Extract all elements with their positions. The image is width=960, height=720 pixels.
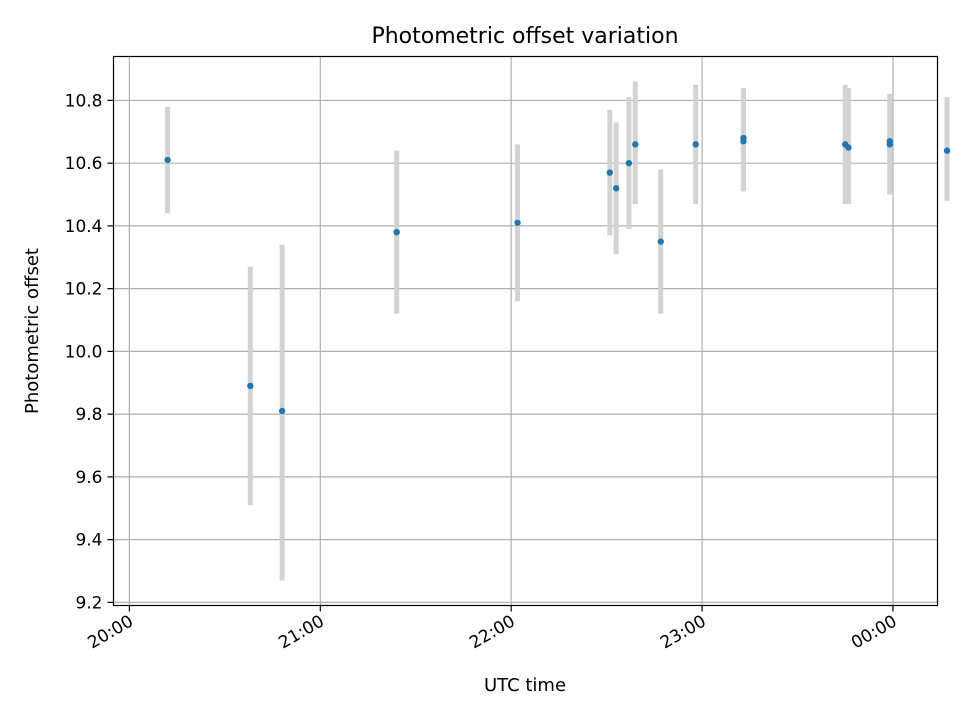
x-tick-label: 23:00 bbox=[657, 612, 709, 654]
data-points bbox=[164, 134, 951, 415]
x-axis-label: UTC time bbox=[484, 675, 566, 696]
error-bars bbox=[165, 81, 950, 581]
y-axis: 9.2 9.4 9.6 9.8 10.0 10.2 10.4 10.6 10.8 bbox=[65, 91, 114, 613]
data-point bbox=[606, 169, 614, 176]
data-point bbox=[657, 238, 664, 245]
y-tick-label: 10.6 bbox=[65, 154, 103, 174]
x-tick-label: 20:00 bbox=[84, 612, 136, 654]
y-tick-label: 9.6 bbox=[75, 468, 102, 488]
chart-title: Photometric offset variation bbox=[371, 24, 678, 49]
y-tick-label: 10.8 bbox=[65, 91, 103, 111]
data-point bbox=[943, 147, 951, 154]
x-tick-label: 22:00 bbox=[466, 612, 518, 654]
grid bbox=[113, 56, 938, 606]
data-point bbox=[164, 156, 171, 164]
data-point bbox=[612, 185, 620, 192]
plot-frame bbox=[112, 55, 939, 607]
y-tick-label: 10.2 bbox=[65, 280, 103, 300]
data-point bbox=[625, 159, 633, 167]
y-axis-label: Photometric offset bbox=[22, 248, 43, 414]
y-tick-label: 9.8 bbox=[75, 405, 102, 425]
data-point bbox=[740, 138, 747, 145]
x-tick-label: 21:00 bbox=[275, 612, 327, 654]
data-point bbox=[632, 141, 639, 148]
y-tick-label: 9.2 bbox=[75, 593, 102, 613]
y-tick-label: 10.4 bbox=[65, 217, 103, 237]
data-point bbox=[845, 144, 852, 151]
x-tick-label: 00:00 bbox=[848, 612, 900, 654]
data-point bbox=[247, 382, 254, 390]
data-point bbox=[278, 407, 286, 415]
data-point bbox=[393, 228, 400, 236]
data-point bbox=[514, 219, 521, 226]
y-tick-label: 9.4 bbox=[75, 531, 102, 551]
data-point bbox=[692, 141, 699, 148]
data-point bbox=[886, 138, 893, 145]
y-tick-label: 10.0 bbox=[65, 342, 103, 362]
